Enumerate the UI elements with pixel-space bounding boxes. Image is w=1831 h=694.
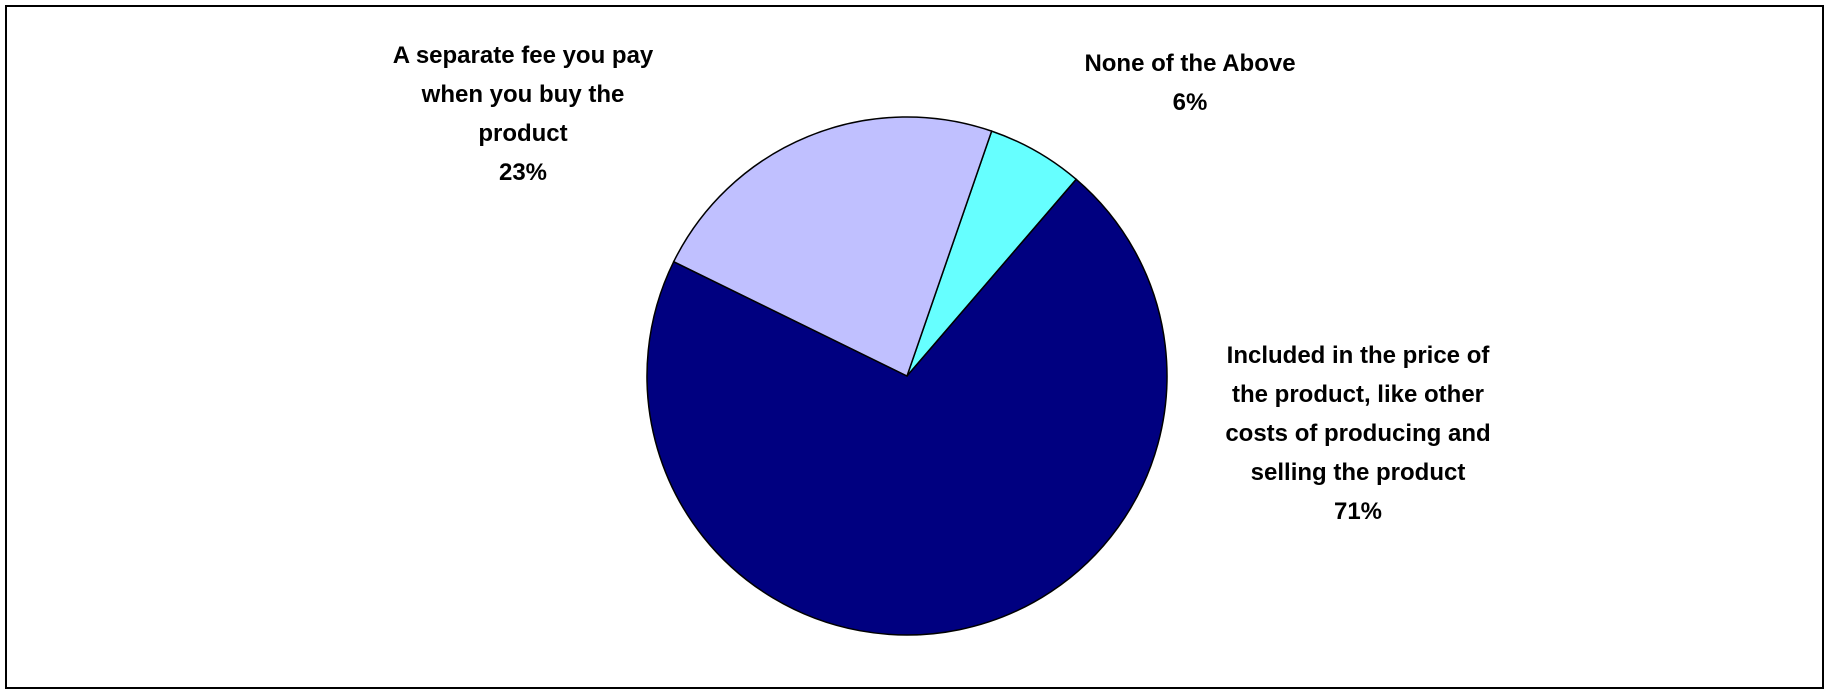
pie-label-line: Included in the price of	[1227, 342, 1491, 369]
pie-label-line: None of the Above	[1084, 50, 1295, 77]
pie-label-line: product	[478, 120, 567, 147]
pie-label-line: the product, like other	[1232, 381, 1484, 408]
pie-slice-included-in-the-price-of	[646, 178, 1168, 636]
pie-label-percent: 71%	[1334, 498, 1382, 525]
pie-label-a-separate-fee-you-pay: A separate fee you pay when you buy the pr…	[393, 42, 654, 186]
pie-label-line: A separate fee you pay	[393, 42, 654, 69]
pie-label-included-in-the-price-of: Included in the price of the product, lik…	[1225, 342, 1490, 525]
pie-label-percent: 23%	[499, 159, 547, 186]
pie-label-percent: 6%	[1173, 89, 1208, 116]
pie-chart: None of the Above 6% Included in the price…	[393, 42, 1491, 636]
pie-slice-a-separate-fee-you-pay	[672, 116, 993, 378]
pie-label-line: when you buy the	[421, 81, 625, 108]
pie-label-none-of-the-above: None of the Above 6%	[1084, 50, 1295, 116]
pie-labels: None of the Above 6% Included in the price…	[393, 42, 1491, 525]
pie-label-line: selling the product	[1251, 459, 1466, 486]
chart-frame: None of the Above 6% Included in the price…	[5, 5, 1824, 689]
pie-slices	[646, 116, 1168, 636]
pie-label-line: costs of producing and	[1225, 420, 1490, 447]
